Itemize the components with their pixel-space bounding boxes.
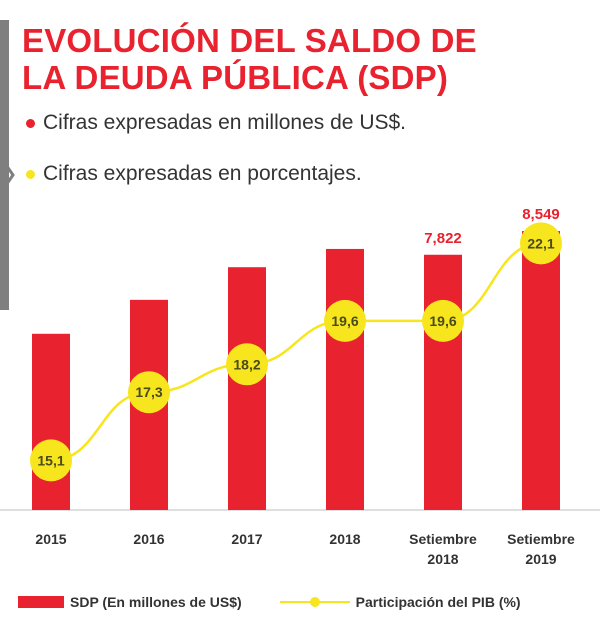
bar-3 <box>326 248 364 510</box>
bar-4 <box>424 254 462 510</box>
pib-point-label-4: 19,6 <box>429 313 456 329</box>
pib-point-label-1: 17,3 <box>135 384 162 400</box>
yellow-bullet-icon <box>26 169 35 179</box>
pib-point-label-0: 15,1 <box>37 452 64 468</box>
pib-series-line <box>50 242 542 462</box>
pib-point-label-5: 22,1 <box>527 235 554 251</box>
x-tick-label-5-0: Setiembre <box>507 531 575 547</box>
x-tick-label-2-0: 2017 <box>231 531 262 547</box>
pib-point-label-3: 19,6 <box>331 313 358 329</box>
chart-legend: SDP (En millones de US$) Participación d… <box>18 594 588 610</box>
pib-point-5 <box>520 222 562 265</box>
pib-point-3 <box>324 299 366 342</box>
pib-point-1 <box>128 371 170 414</box>
bar-0 <box>32 333 70 510</box>
note-millions-text: Cifras expresadas en millones de US$. <box>43 111 407 134</box>
legend-line-swatch <box>279 596 350 608</box>
legend-bar-swatch <box>18 596 64 608</box>
side-chevron-icon <box>2 161 15 189</box>
pib-point-label-2: 18,2 <box>233 356 260 372</box>
x-tick-label-1-0: 2016 <box>133 531 164 547</box>
red-bullet-icon <box>26 118 35 128</box>
x-tick-label-3-0: 2018 <box>329 531 360 547</box>
x-tick-label-5-1: 2019 <box>525 551 556 567</box>
note-millions: Cifras expresadas en millones de US$. <box>26 111 406 135</box>
page-title: EVOLUCIÓN DEL SALDO DE LA DEUDA PÚBLICA … <box>22 22 582 96</box>
legend-line-label: Participación del PIB (%) <box>355 594 521 610</box>
pib-point-4 <box>422 299 464 342</box>
x-tick-label-0-0: 2015 <box>35 531 66 547</box>
x-tick-label-4-1: 2018 <box>427 551 458 567</box>
title-line-2: LA DEUDA PÚBLICA (SDP) <box>22 59 449 96</box>
bar-value-label-5: 8,549 <box>522 206 560 223</box>
legend-bar-label: SDP (En millones de US$) <box>70 594 242 610</box>
bar-2 <box>228 267 266 510</box>
bar-value-label-4: 7,822 <box>424 230 462 247</box>
title-line-1: EVOLUCIÓN DEL SALDO DE <box>22 22 477 59</box>
pib-point-0 <box>30 439 72 482</box>
pib-point-2 <box>226 343 268 386</box>
bar-5 <box>522 231 560 510</box>
x-tick-label-4-0: Setiembre <box>409 531 477 547</box>
note-percentages: Cifras expresadas en porcentajes. <box>26 162 362 186</box>
note-percentages-text: Cifras expresadas en porcentajes. <box>43 162 362 185</box>
